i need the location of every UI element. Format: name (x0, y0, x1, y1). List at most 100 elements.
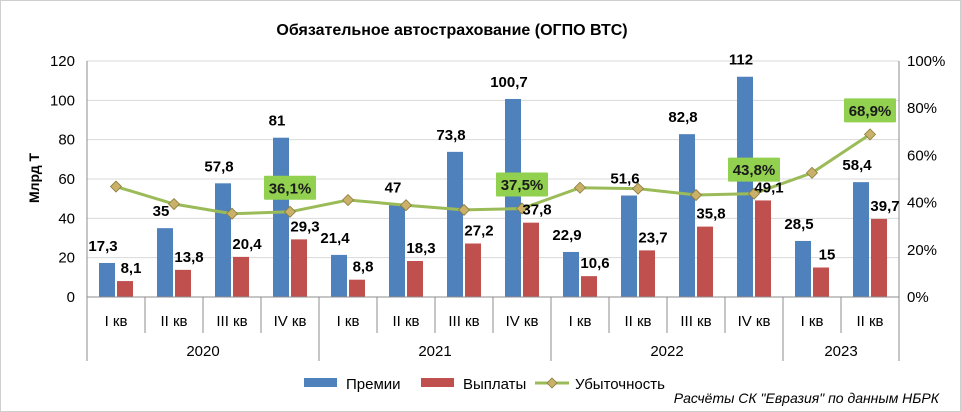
premium-bar (99, 262, 115, 297)
payout-bar (581, 276, 597, 297)
payout-bar (233, 256, 249, 297)
y-tick-label: 40 (58, 210, 75, 227)
premium-bar (737, 76, 753, 297)
payout-bar (871, 218, 887, 297)
premium-value-label: 82,8 (668, 109, 697, 126)
payout-value-label: 13,8 (174, 249, 203, 266)
payout-bar (291, 239, 307, 297)
loss-ratio-marker (689, 188, 703, 202)
x-tick-label: III кв (680, 313, 711, 330)
x-tick-label: IV кв (274, 313, 307, 330)
axes: 0 20 40 60 80 100 120 0% 20% 40% 60% 80% 100% I кв II … (50, 53, 945, 361)
loss-ratio-label: 37,5% (501, 177, 544, 194)
x-tick-label: IV кв (738, 313, 771, 330)
y2-tick-label: 100% (907, 53, 945, 70)
premium-bar (273, 137, 289, 297)
loss-ratio-label: 68,9% (849, 103, 892, 120)
y-axis-title: Млрд Т (26, 153, 42, 204)
y2-tick-label: 20% (907, 242, 937, 259)
premium-bar (621, 195, 637, 297)
payout-bar (175, 269, 191, 297)
payout-bar (349, 279, 365, 297)
payout-bar (407, 261, 423, 297)
y-tick-label: 80 (58, 132, 75, 149)
payout-value-label: 39,7 (870, 198, 899, 215)
premium-bar (215, 183, 231, 297)
premium-value-label: 100,7 (490, 74, 528, 91)
x-tick-label: II кв (392, 313, 419, 330)
loss-ratio-marker (805, 166, 819, 179)
y-tick-label: 60 (58, 171, 75, 188)
premium-value-label: 51,6 (610, 171, 639, 188)
legend-marker (546, 377, 558, 389)
chart-title: Обязательное автострахование (ОГПО ВТС) (276, 22, 627, 39)
loss-ratio-line (109, 128, 877, 220)
premium-bar (853, 182, 869, 297)
payout-value-label: 27,2 (464, 223, 493, 240)
x-tick-label: I кв (569, 313, 592, 330)
loss-ratio-marker (399, 199, 413, 212)
y2-tick-label: 80% (907, 100, 937, 117)
loss-ratio-label-box (844, 98, 896, 123)
premium-value-label: 35 (153, 203, 170, 220)
x-tick-label: II кв (624, 313, 651, 330)
x-tick-label: III кв (448, 313, 479, 330)
x-tick-label: II кв (856, 313, 883, 330)
x-tick-label: IV кв (506, 313, 539, 330)
payout-value-label: 37,8 (522, 202, 551, 219)
y-tick-label: 0 (67, 289, 75, 306)
x-tick-label: III кв (216, 313, 247, 330)
y2-tick-label: 60% (907, 147, 937, 164)
x-tick-label: I кв (801, 313, 824, 330)
loss-ratio-marker (341, 193, 355, 207)
legend-label: Премии (346, 376, 401, 393)
loss-ratio-marker (863, 128, 877, 141)
loss-ratio-marker (225, 207, 239, 220)
x-tick-label: I кв (337, 313, 360, 330)
loss-ratio-marker (167, 197, 181, 211)
premium-bar (447, 151, 463, 297)
y2-tick-label: 0% (907, 289, 929, 306)
year-label: 2022 (650, 343, 683, 360)
payout-value-label: 15 (819, 247, 836, 264)
payout-bar (813, 267, 829, 297)
premium-value-label: 57,8 (204, 158, 233, 175)
y2-tick-label: 40% (907, 195, 937, 212)
loss-ratio-marker (515, 202, 529, 215)
premium-bar (795, 240, 811, 297)
loss-ratio-label-box (264, 175, 316, 200)
payout-value-label: 10,6 (580, 255, 609, 272)
legend-label: Убыточность (575, 376, 665, 393)
x-tick-label: I кв (105, 313, 128, 330)
premium-bar (679, 134, 695, 297)
loss-ratio-marker (457, 203, 471, 216)
y-tick-label: 100 (50, 92, 75, 109)
payout-bar (117, 281, 133, 297)
premium-value-label: 47 (385, 180, 402, 197)
payout-bar (697, 226, 713, 297)
payout-value-label: 8,1 (121, 260, 142, 277)
premium-value-label: 81 (269, 113, 286, 130)
payout-value-label: 23,7 (638, 229, 667, 246)
premium-bar (389, 204, 405, 297)
legend-label: Выплаты (463, 376, 526, 393)
premium-value-label: 28,5 (784, 216, 813, 233)
payout-bar (465, 243, 481, 297)
loss-ratio-label-box (496, 172, 548, 197)
payout-value-label: 20,4 (232, 236, 262, 253)
payout-value-label: 49,1 (754, 179, 783, 196)
premium-value-label: 73,8 (436, 127, 465, 144)
loss-ratio-label: 36,1% (269, 180, 312, 197)
source-note: Расчёты СК "Евразия" по данным НБРК (674, 390, 940, 406)
payout-bar (523, 222, 539, 297)
premium-value-label: 112 (729, 52, 753, 69)
x-tick-label: II кв (160, 313, 187, 330)
loss-ratio-marker (573, 181, 587, 194)
payout-value-label: 8,8 (353, 259, 374, 276)
data-labels: 17,3 35 57,8 81 21,4 47 73,8 100,7 22,9 51,6 82,8 1… (88, 52, 899, 277)
loss-ratio-marker (631, 182, 645, 195)
premium-value-label: 17,3 (88, 238, 117, 255)
y-tick-label: 120 (50, 53, 75, 70)
